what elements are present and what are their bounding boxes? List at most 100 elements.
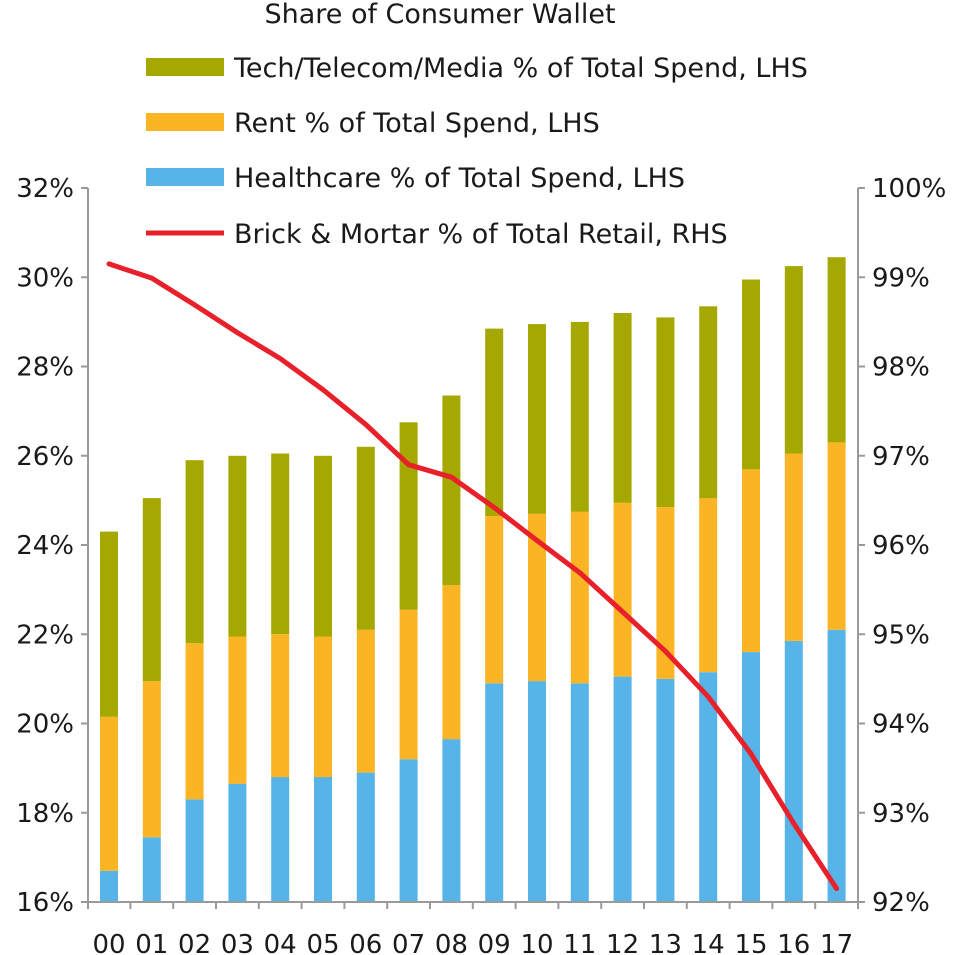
bar-segment-2-15	[742, 279, 760, 470]
right-tick-label: 98%	[872, 353, 930, 383]
bar-segment-1-14	[699, 498, 718, 673]
bar-segment-0-02	[185, 799, 204, 902]
bar-segment-1-16	[784, 453, 803, 641]
bar-segment-1-10	[528, 513, 546, 682]
legend-swatch-2	[146, 168, 224, 186]
bar-segment-2-14	[699, 306, 718, 499]
bar-segment-2-16	[784, 266, 803, 454]
x-tick-label-01: 01	[135, 930, 168, 955]
x-tick-label-00: 00	[92, 930, 125, 955]
legend-swatch-0	[146, 58, 224, 76]
x-tick-label-03: 03	[221, 930, 254, 955]
bar-segment-0-17	[827, 629, 846, 902]
chart-title: Share of Consumer Wallet	[264, 0, 615, 30]
bar-segment-2-07	[399, 422, 418, 610]
legend: Tech/Telecom/Media % of Total Spend, LHS…	[146, 53, 808, 250]
bar-segment-1-01	[142, 681, 161, 838]
x-tick-label-06: 06	[349, 930, 382, 955]
x-tick-label-09: 09	[478, 930, 511, 955]
brick-and-mortar-line	[106, 261, 840, 892]
x-tick-label-07: 07	[392, 930, 425, 955]
x-tick-label-11: 11	[563, 930, 596, 955]
legend-label-3: Brick & Mortar % of Total Retail, RHS	[234, 219, 728, 250]
legend-label-2: Healthcare % of Total Spend, LHS	[234, 163, 685, 194]
bar-segment-1-09	[485, 516, 504, 684]
left-tick-label: 16%	[16, 888, 74, 918]
x-tick-label-08: 08	[435, 930, 468, 955]
right-tick-label: 99%	[872, 263, 930, 293]
x-tick-label-02: 02	[178, 930, 211, 955]
bar-segment-1-05	[314, 636, 332, 778]
bar-segment-0-13	[656, 678, 675, 902]
right-tick-label: 92%	[872, 888, 930, 918]
x-tick-label-04: 04	[264, 930, 297, 955]
bar-segment-0-06	[356, 772, 375, 902]
x-tick-label-10: 10	[520, 930, 553, 955]
bar-segment-0-08	[442, 739, 461, 902]
bar-segment-0-01	[142, 837, 161, 902]
bar-segment-2-08	[442, 395, 461, 586]
bar-segment-1-13	[656, 507, 675, 679]
x-tick-label-17: 17	[820, 930, 853, 955]
left-tick-label: 28%	[16, 353, 74, 383]
right-tick-label: 93%	[872, 799, 930, 829]
left-tick-label: 24%	[16, 531, 74, 561]
legend-swatch-1	[146, 113, 224, 131]
bar-segment-2-12	[613, 313, 632, 503]
x-tick-label-14: 14	[692, 930, 725, 955]
bar-segment-1-03	[228, 636, 247, 784]
left-tick-label: 22%	[16, 620, 74, 650]
bar-segment-2-11	[570, 321, 589, 512]
line-layer	[106, 261, 840, 892]
right-tick-label: 96%	[872, 531, 930, 561]
bar-segment-1-04	[271, 634, 290, 778]
bar-segment-0-04	[271, 777, 290, 902]
x-tick-label-12: 12	[606, 930, 639, 955]
left-tick-label: 20%	[16, 710, 74, 740]
bar-segment-2-17	[827, 257, 846, 443]
bar-segment-1-00	[100, 716, 118, 871]
bar-segment-2-01	[142, 498, 161, 682]
bar-segment-0-07	[399, 759, 418, 902]
bar-segment-2-03	[228, 455, 247, 637]
x-tick-label-15: 15	[734, 930, 767, 955]
left-tick-label: 18%	[16, 799, 74, 829]
bar-segment-2-09	[485, 328, 504, 516]
bar-segment-1-12	[613, 502, 632, 677]
bar-segment-2-00	[100, 531, 118, 717]
right-tick-label: 97%	[872, 442, 930, 472]
axes-layer: 16% 18% 20% 22% 24% 26% 28% 30% 32% 92% 93% 94% 95% 9…	[16, 174, 946, 955]
x-tick-label-05: 05	[306, 930, 339, 955]
legend-label-0: Tech/Telecom/Media % of Total Spend, LHS	[233, 53, 808, 84]
bar-segment-1-06	[356, 629, 375, 773]
bar-segment-2-02	[185, 460, 204, 644]
bar-segment-1-02	[185, 643, 204, 800]
bar-segment-1-07	[399, 609, 418, 760]
right-tick-label: 94%	[872, 710, 930, 740]
x-tick-label-16: 16	[777, 930, 810, 955]
bar-segment-0-15	[742, 652, 760, 902]
bars-layer	[100, 257, 846, 902]
bar-segment-1-08	[442, 585, 461, 740]
bar-segment-2-06	[356, 446, 375, 630]
legend-label-1: Rent % of Total Spend, LHS	[234, 108, 600, 139]
bar-segment-2-13	[656, 317, 675, 508]
bar-segment-0-11	[570, 683, 589, 902]
bar-segment-2-05	[314, 455, 332, 637]
bar-segment-0-14	[699, 672, 718, 902]
bar-segment-0-10	[528, 681, 546, 902]
bar-segment-0-03	[228, 783, 247, 902]
bar-segment-1-15	[742, 469, 760, 653]
right-tick-label: 95%	[872, 620, 930, 650]
left-tick-label: 26%	[16, 442, 74, 472]
x-tick-label-13: 13	[649, 930, 682, 955]
left-tick-label: 32%	[16, 174, 74, 204]
left-tick-label: 30%	[16, 263, 74, 293]
bar-segment-0-09	[485, 683, 504, 902]
right-tick-label: 100%	[872, 174, 946, 204]
bar-segment-2-10	[528, 324, 546, 514]
bar-segment-1-17	[827, 442, 846, 630]
bar-segment-2-04	[271, 453, 290, 635]
bar-segment-0-16	[784, 640, 803, 902]
